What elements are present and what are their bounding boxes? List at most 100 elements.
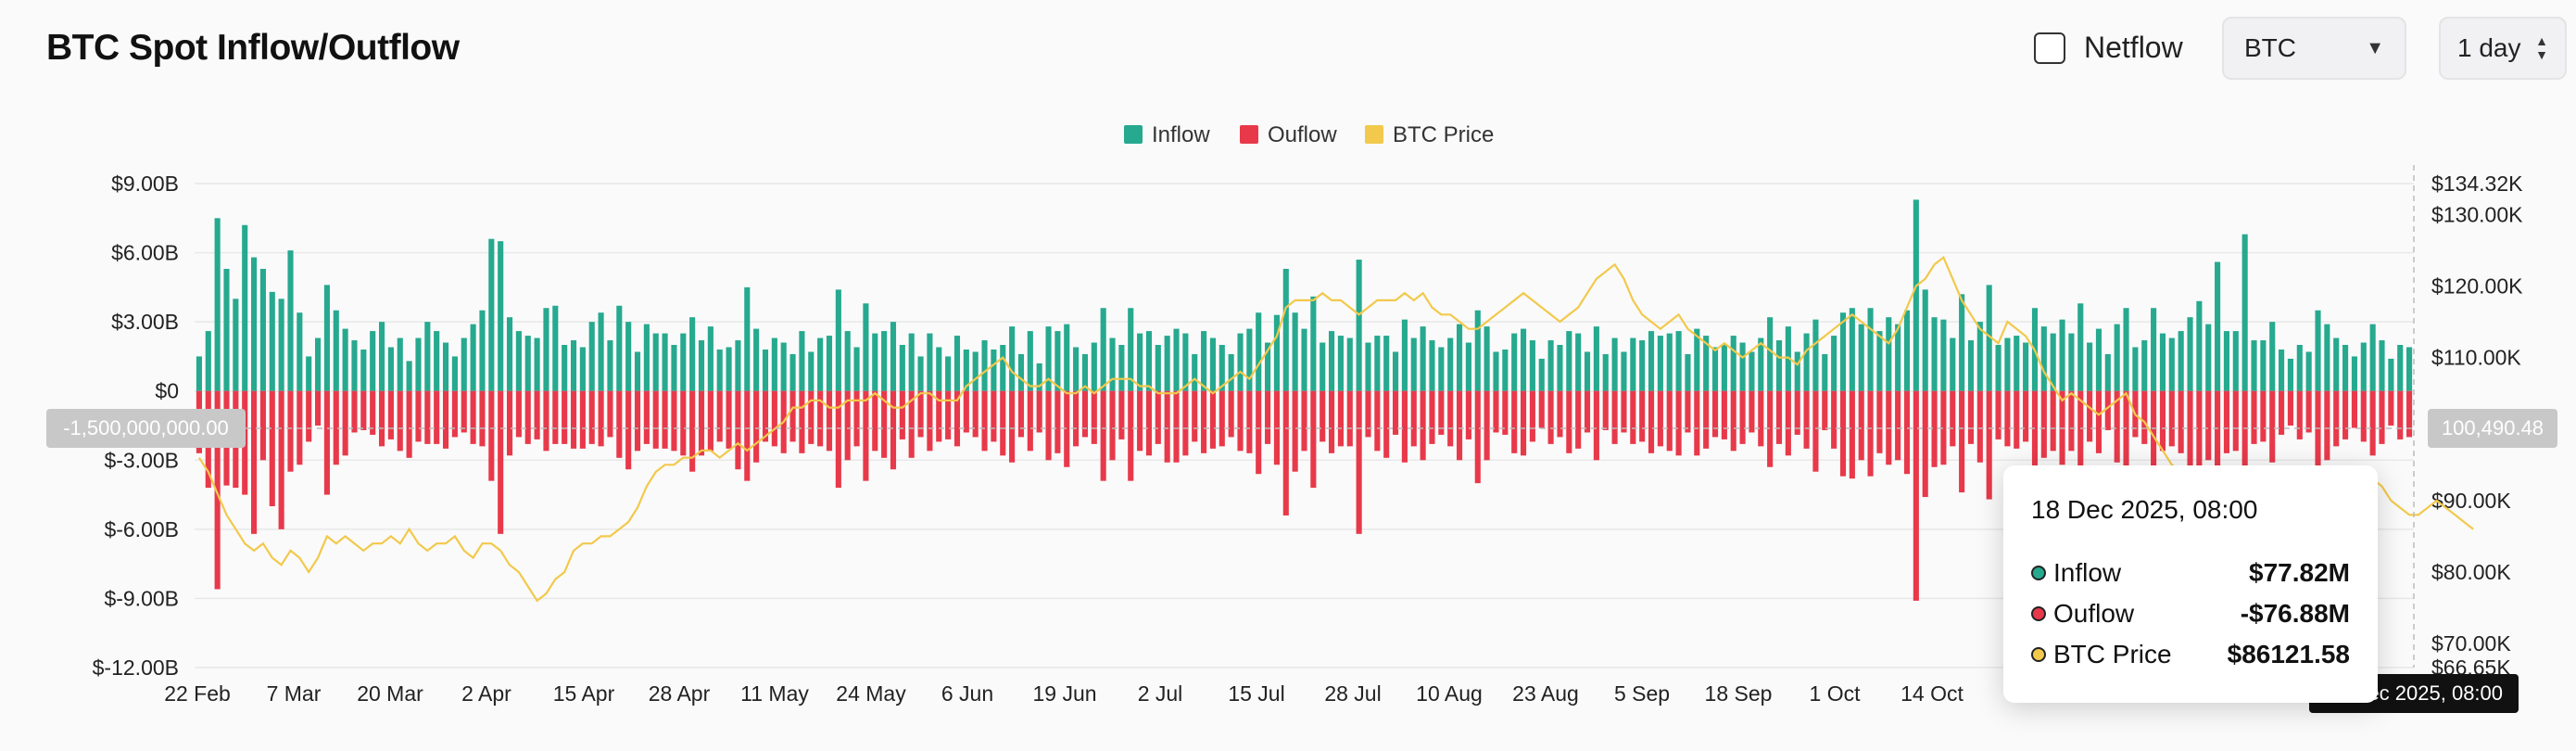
inflow-bar	[562, 345, 568, 391]
outflow-bar	[2223, 390, 2230, 453]
outflow-bar	[808, 390, 814, 444]
legend-price-label: BTC Price	[1393, 122, 1494, 147]
x-tick-label: 15 Jul	[1228, 681, 1284, 706]
chevron-down-icon: ▼	[2366, 37, 2384, 58]
outflow-bar	[470, 390, 476, 444]
outflow-bar	[1128, 390, 1134, 481]
inflow-bar	[552, 305, 559, 391]
inflow-bar	[2123, 308, 2129, 391]
outflow-bar	[2031, 390, 2039, 479]
inflow-bar	[251, 257, 258, 391]
inflow-bar	[1438, 347, 1445, 391]
legend-inflow-swatch	[1124, 125, 1143, 144]
inflow-bar	[515, 331, 522, 391]
outflow-bar	[2269, 390, 2276, 463]
inflow-bar	[524, 336, 531, 391]
outflow-bar	[387, 390, 394, 439]
inflow-bar	[2168, 337, 2175, 391]
inflow-bar	[1639, 340, 1646, 391]
inflow-bar	[1429, 340, 1435, 391]
inflow-bar	[1265, 342, 1271, 391]
outflow-bar	[1685, 390, 1691, 433]
outflow-bar	[1986, 390, 1992, 500]
outflow-bar	[1310, 390, 1317, 489]
coin-select[interactable]: BTC ▼	[2222, 17, 2406, 80]
inflow-bar	[1922, 289, 1928, 391]
inflow-bar	[2232, 331, 2239, 391]
tooltip-label: BTC Price	[2053, 640, 2172, 668]
x-tick-label: 6 Jun	[941, 681, 993, 706]
outflow-bar	[214, 390, 221, 590]
inflow-bar	[2178, 331, 2184, 391]
inflow-bar	[963, 349, 969, 391]
inflow-bar	[1420, 326, 1426, 391]
inflow-bar	[1493, 351, 1499, 391]
inflow-bar	[1903, 310, 1911, 391]
outflow-bar	[1721, 390, 1727, 439]
inflow-bar	[451, 356, 458, 391]
outflow-bar	[269, 390, 275, 506]
inflow-bar	[360, 349, 367, 391]
inflow-bar	[1237, 333, 1244, 391]
inflow-bar	[342, 328, 348, 391]
inflow-bar	[1566, 331, 1572, 391]
inflow-bar	[205, 331, 211, 391]
outflow-bar	[342, 390, 348, 456]
inflow-bar	[1100, 308, 1106, 391]
inflow-bar	[936, 347, 942, 391]
inflow-bar	[1867, 308, 1874, 391]
outflow-bar	[1739, 390, 1746, 444]
inflow-bar	[1045, 326, 1052, 391]
outflow-bar	[1822, 390, 1828, 430]
outflow-bar	[287, 390, 294, 472]
outflow-bar	[771, 390, 777, 447]
outflow-bar	[1465, 390, 1471, 439]
outflow-bar	[534, 390, 540, 439]
inflow-bar	[1876, 331, 1883, 391]
inflow-bar	[1192, 353, 1198, 391]
inflow-bar	[1711, 347, 1719, 391]
outflow-bar	[616, 390, 623, 458]
inflow-bar	[323, 285, 330, 391]
inflow-bar	[1648, 331, 1655, 391]
y-left-tick-label: $-6.00B	[104, 517, 179, 541]
outflow-bar	[2068, 390, 2075, 452]
inflow-bar	[671, 345, 677, 391]
outflow-bar	[1557, 390, 1563, 438]
inflow-bar	[927, 333, 933, 391]
outflow-bar	[1895, 390, 1901, 461]
outflow-bar	[1976, 390, 1983, 463]
inflow-bar	[780, 342, 787, 391]
outflow-bar	[1420, 390, 1426, 461]
inflow-bar	[1767, 317, 1774, 391]
outflow-bar	[1438, 390, 1445, 435]
outflow-bar	[799, 390, 805, 453]
outflow-bar	[1265, 390, 1271, 444]
x-tick-label: 14 Oct	[1900, 681, 1964, 706]
outflow-bar	[1858, 390, 1864, 461]
outflow-bar	[1639, 390, 1646, 442]
y-left-tick-label: $6.00B	[111, 241, 179, 265]
inflow-bar	[1401, 319, 1408, 391]
outflow-bar	[1484, 390, 1490, 461]
coin-select-value: BTC	[2244, 33, 2296, 62]
inflow-bar	[588, 322, 595, 391]
outflow-bar	[1711, 390, 1719, 438]
inflow-bar	[1081, 353, 1089, 391]
tooltip-value: $77.82M	[2249, 558, 2350, 587]
outflow-bar	[1073, 390, 1080, 447]
inflow-bar	[570, 340, 577, 391]
outflow-bar	[1474, 390, 1481, 484]
outflow-bar	[1173, 390, 1180, 463]
y-right-tick-label: $90.00K	[2431, 489, 2511, 513]
outflow-bar	[370, 390, 376, 435]
range-select[interactable]: 1 day ▲ ▼	[2439, 17, 2567, 80]
netflow-checkbox[interactable]	[2034, 32, 2065, 64]
x-tick-label: 2 Jul	[1138, 681, 1183, 706]
netflow-toggle[interactable]: Netflow	[2034, 31, 2183, 65]
inflow-bar	[1465, 342, 1471, 391]
outflow-bar	[1812, 390, 1819, 472]
outflow-bar	[2296, 390, 2303, 439]
x-tick-label: 5 Sep	[1614, 681, 1670, 706]
